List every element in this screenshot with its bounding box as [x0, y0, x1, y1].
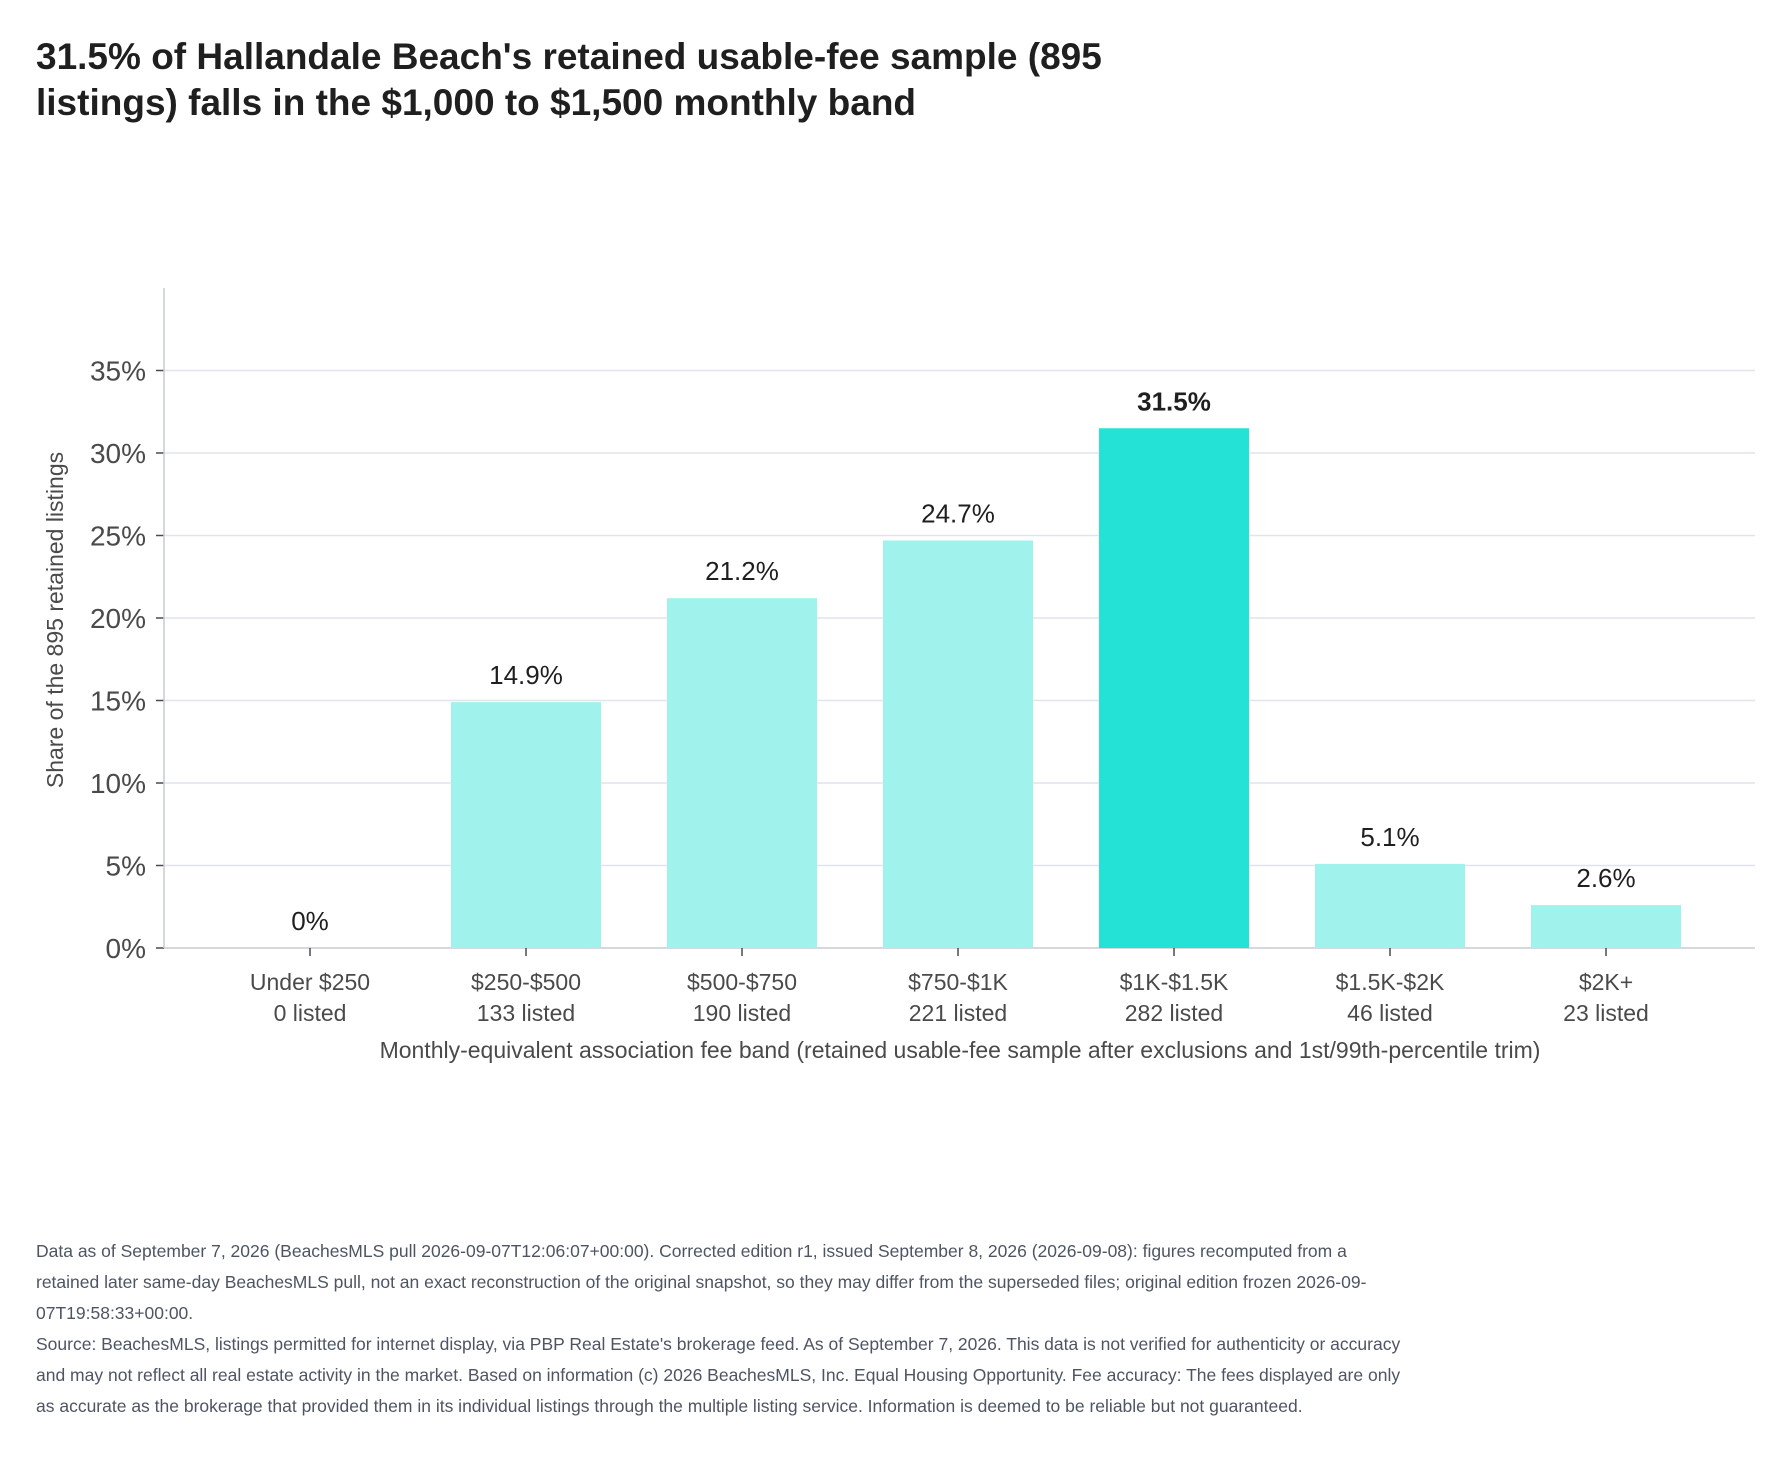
x-tick-label: $2K+ [1579, 969, 1633, 995]
bar-chart: 0% 5% 10% 15% 20% 25% 30% 35% 0% Under $250 0 list… [42, 288, 1755, 1063]
bar [1099, 428, 1249, 948]
y-tick-label: 0% [106, 933, 146, 964]
bar [451, 702, 601, 948]
labels: 0% 5% 10% 15% 20% 25% 30% 35% 0% Under $250 0 list… [90, 356, 1649, 1027]
bar [883, 540, 1033, 948]
x-count-label: 0 listed [274, 1000, 347, 1026]
x-count-label: 46 listed [1347, 1000, 1433, 1026]
x-count-label: 282 listed [1125, 1000, 1223, 1026]
x-tick-label: $1K-$1.5K [1120, 969, 1229, 995]
y-tick-label: 5% [106, 851, 146, 882]
y-tick-label: 30% [90, 438, 146, 469]
x-count-label: 23 listed [1563, 1000, 1649, 1026]
chart-title: 31.5% of Hallandale Beach's retained usa… [36, 36, 1102, 123]
value-label: 14.9% [489, 660, 563, 690]
value-label: 21.2% [705, 556, 779, 586]
bar [1531, 905, 1681, 948]
y-tick-label: 25% [90, 521, 146, 552]
x-count-label: 190 listed [693, 1000, 791, 1026]
y-tick-label: 15% [90, 686, 146, 717]
y-tick-label: 10% [90, 768, 146, 799]
value-label: 24.7% [921, 498, 995, 528]
x-tick-label: $500-$750 [687, 969, 797, 995]
value-label: 31.5% [1137, 386, 1211, 416]
bar [667, 598, 817, 948]
x-tick-label: $250-$500 [471, 969, 581, 995]
x-tick-label: $750-$1K [908, 969, 1008, 995]
y-tick-label: 35% [90, 356, 146, 387]
value-label: 5.1% [1360, 822, 1419, 852]
x-tick-label: $1.5K-$2K [1336, 969, 1445, 995]
x-count-label: 133 listed [477, 1000, 575, 1026]
value-label: 2.6% [1576, 863, 1635, 893]
value-label: 0% [291, 906, 329, 936]
bar [1315, 863, 1465, 948]
source-note: Source: BeachesMLS, listings permitted f… [36, 1334, 1401, 1416]
y-tick-label: 20% [90, 603, 146, 634]
x-axis-title: Monthly-equivalent association fee band … [380, 1037, 1541, 1063]
x-tick-label: Under $250 [250, 969, 370, 995]
data-note: Data as of September 7, 2026 (BeachesMLS… [36, 1241, 1367, 1323]
y-axis-title: Share of the 895 retained listings [42, 452, 68, 788]
bars [451, 428, 1681, 948]
x-count-label: 221 listed [909, 1000, 1007, 1026]
